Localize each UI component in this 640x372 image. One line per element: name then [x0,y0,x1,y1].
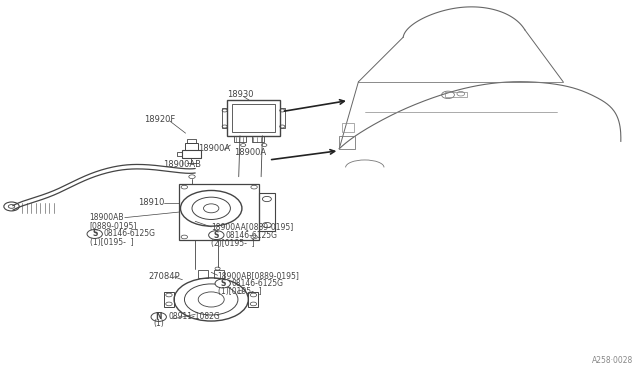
Text: S: S [220,279,225,288]
Text: 08146-6125G: 08146-6125G [225,231,277,240]
Bar [234,136,246,142]
Text: S: S [92,230,97,238]
Text: 08146-6125G: 08146-6125G [104,230,156,238]
Text: 18910: 18910 [138,198,164,207]
Bar [252,136,264,142]
Bar [232,104,275,132]
Circle shape [151,312,166,321]
Text: (1)[0195-  ]: (1)[0195- ] [218,287,261,296]
Bar [445,92,467,97]
Bar [259,193,275,231]
Bar [179,184,259,240]
Bar [280,108,285,128]
Text: 08146-6125G: 08146-6125G [232,279,284,288]
Text: 18900A: 18900A [198,144,230,153]
Text: 27084P: 27084P [148,272,180,280]
Bar [248,292,258,307]
Text: (2)[0195-  ]: (2)[0195- ] [211,239,255,248]
Bar [227,100,280,136]
Text: 18930: 18930 [227,90,253,99]
Circle shape [215,279,230,288]
Text: 18920F: 18920F [144,115,175,124]
Circle shape [87,230,102,238]
Bar [198,270,208,278]
Circle shape [209,231,224,240]
Text: [0889-0195]: [0889-0195] [90,221,137,230]
Bar [187,139,196,143]
Bar [177,152,182,156]
Text: 18900AB: 18900AB [90,213,124,222]
Bar [182,150,201,158]
Bar [342,123,354,132]
Bar [164,292,174,307]
Bar [339,136,355,149]
Bar [214,270,224,278]
Text: 18900AB[0889-0195]: 18900AB[0889-0195] [218,271,300,280]
Text: (1): (1) [154,319,164,328]
Bar [222,108,227,128]
Text: (1)[0195-  ]: (1)[0195- ] [90,238,133,247]
Text: N: N [156,312,162,321]
Text: 18900AB: 18900AB [163,160,201,169]
Text: S: S [214,231,219,240]
Bar [185,143,198,150]
Text: A258·0028: A258·0028 [593,356,634,365]
Text: 18900AA[0889-0195]: 18900AA[0889-0195] [211,222,294,231]
Text: 08911-1082G: 08911-1082G [168,312,220,321]
Text: 18900A: 18900A [234,148,266,157]
